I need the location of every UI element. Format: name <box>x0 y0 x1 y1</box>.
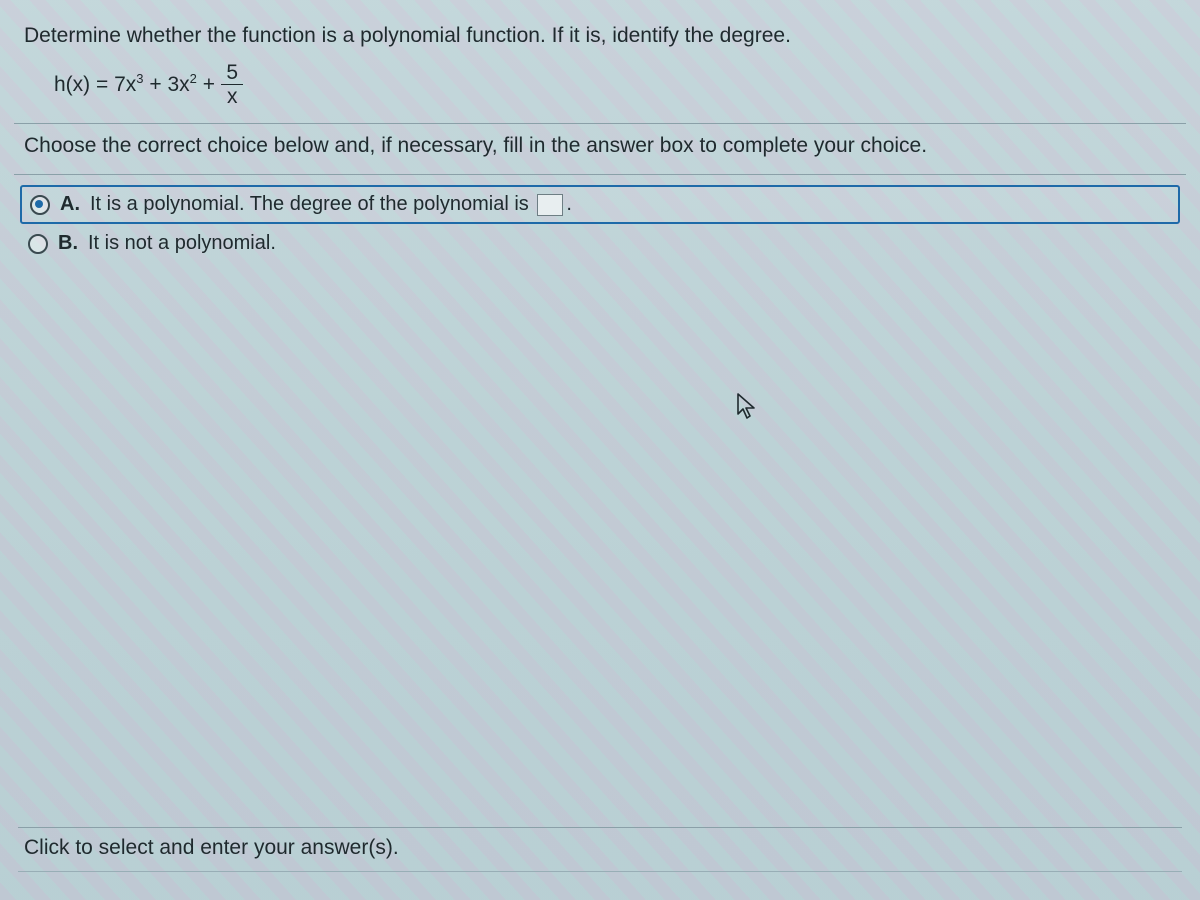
eq-mid: + 3x <box>144 73 190 96</box>
screen-root: Determine whether the function is a poly… <box>0 0 1200 900</box>
divider-2 <box>14 174 1186 175</box>
cursor-icon <box>736 392 758 420</box>
fraction-numerator: 5 <box>222 62 242 84</box>
instruction-text: Choose the correct choice below and, if … <box>14 134 1186 168</box>
degree-input[interactable] <box>537 194 563 216</box>
eq-exp2: 2 <box>190 71 197 86</box>
radio-a[interactable] <box>30 195 50 215</box>
equation-fraction: 5 x <box>221 62 244 107</box>
footer-text: Click to select and enter your answer(s)… <box>14 836 1186 860</box>
choice-a-text-after: . <box>566 193 572 215</box>
question-panel: Determine whether the function is a poly… <box>14 12 1186 888</box>
eq-part1: h(x) = 7x <box>54 73 136 96</box>
eq-exp1: 3 <box>136 71 143 86</box>
choice-a-letter: A. <box>60 193 80 216</box>
footer-divider <box>18 827 1182 828</box>
equation-expression: h(x) = 7x3 + 3x2 + <box>54 74 215 95</box>
choices-group: A. It is a polynomial. The degree of the… <box>14 185 1186 261</box>
fraction-denominator: x <box>221 84 244 107</box>
question-prompt: Determine whether the function is a poly… <box>24 24 1176 48</box>
question-block: Determine whether the function is a poly… <box>14 12 1186 117</box>
equation: h(x) = 7x3 + 3x2 + 5 x <box>54 62 1176 107</box>
footer: Click to select and enter your answer(s)… <box>14 827 1186 860</box>
choice-a-text: It is a polynomial. The degree of the po… <box>90 193 572 216</box>
bottom-divider <box>18 871 1182 872</box>
divider-1 <box>14 123 1186 124</box>
choice-a[interactable]: A. It is a polynomial. The degree of the… <box>20 185 1180 224</box>
radio-b[interactable] <box>28 234 48 254</box>
choice-a-text-before: It is a polynomial. The degree of the po… <box>90 193 534 215</box>
choice-b-text: It is not a polynomial. <box>88 232 276 255</box>
choice-b[interactable]: B. It is not a polynomial. <box>20 226 1180 261</box>
choice-b-letter: B. <box>58 232 78 255</box>
eq-plus: + <box>197 73 215 96</box>
